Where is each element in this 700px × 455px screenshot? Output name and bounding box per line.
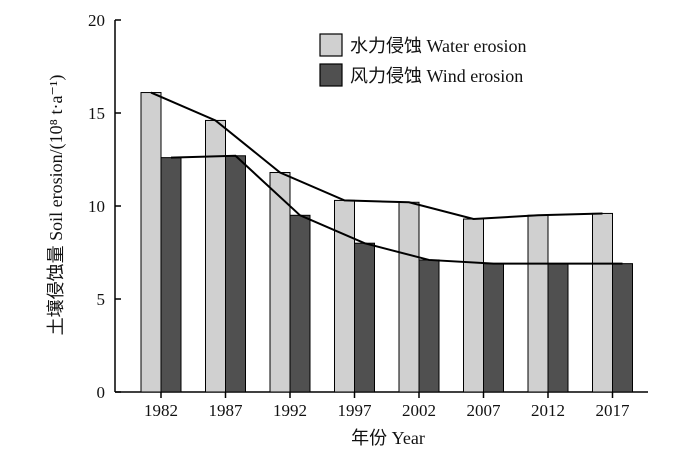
bar-water-erosion (398, 201, 420, 393)
x-tick-label: 1997 (338, 401, 373, 420)
legend-label-water: 水力侵蚀 Water erosion (350, 36, 527, 56)
bar-water-erosion (592, 212, 613, 393)
y-tick-label: 15 (88, 104, 105, 123)
bar-wind-erosion (160, 157, 182, 393)
bar-water-erosion (527, 214, 549, 393)
bar-wind-erosion (354, 242, 375, 393)
x-tick-label: 1982 (144, 401, 178, 420)
trend-lines (150, 91, 623, 265)
bar-water-erosion (334, 199, 355, 393)
x-tick-label: 1992 (273, 401, 307, 420)
x-tick-label: 2007 (467, 401, 502, 420)
x-tick-label: 2012 (531, 401, 565, 420)
bar-wind-erosion (612, 263, 633, 393)
bar-wind-erosion (225, 155, 246, 393)
bars (140, 92, 633, 393)
bar-water-erosion (205, 119, 226, 393)
y-tick-label: 5 (97, 290, 106, 309)
y-tick-label: 10 (88, 197, 105, 216)
bar-wind-erosion (418, 259, 440, 393)
bar-wind-erosion (483, 263, 504, 393)
legend-label-wind: 风力侵蚀 Wind erosion (350, 66, 523, 86)
y-tick-label: 20 (88, 11, 105, 30)
legend-swatch-water (319, 33, 343, 57)
bar-water-erosion (269, 172, 291, 393)
legend-swatch-wind (319, 63, 343, 87)
axes: 0 5 10 15 20 1982 1987 1992 1997 2002 2007 2012 2017 (88, 11, 648, 420)
bar-wind-erosion (547, 263, 569, 393)
x-tick-label: 1987 (209, 401, 244, 420)
x-axis-title: 年份 Year (351, 428, 425, 448)
bar-wind-erosion (289, 214, 311, 393)
bar-water-erosion (140, 92, 162, 393)
trend-line-wind-erosion (170, 154, 623, 265)
bar-water-erosion (463, 218, 484, 393)
y-axis-title: 土壤侵蚀量 Soil erosion/(10⁸ t·a⁻¹) (46, 75, 67, 336)
trend-line-water-erosion (150, 91, 603, 221)
x-tick-label: 2017 (596, 401, 631, 420)
x-tick-label: 2002 (402, 401, 436, 420)
legend: 水力侵蚀 Water erosion 风力侵蚀 Wind erosion (319, 33, 527, 87)
y-tick-label: 0 (97, 383, 106, 402)
